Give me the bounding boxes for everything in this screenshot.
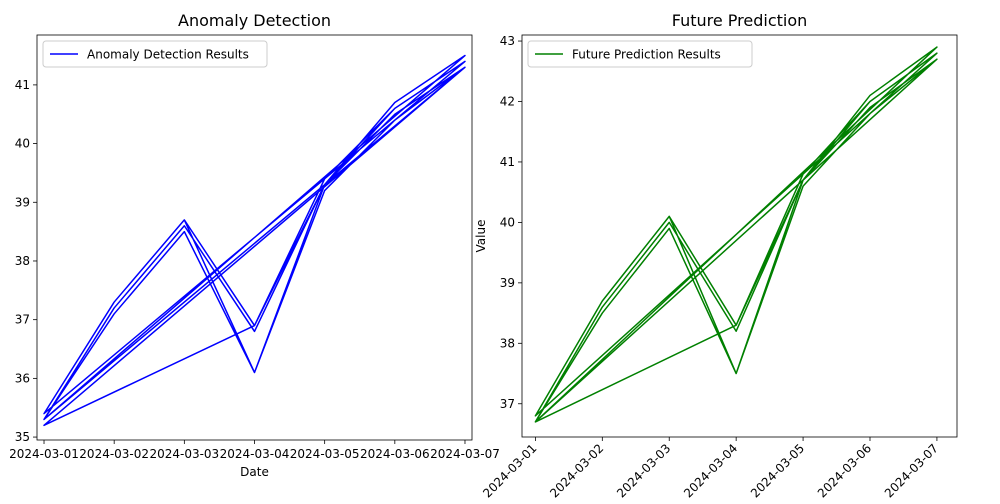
x-tick-label: 2024-03-02: [547, 441, 606, 500]
legend-label: Anomaly Detection Results: [87, 48, 249, 62]
legend-box: [42, 40, 268, 68]
x-tick-label: 2024-03-03: [614, 441, 673, 500]
legend: Future Prediction Results: [527, 40, 753, 68]
x-tick-label: 2024-03-03: [149, 447, 219, 461]
x-axis-label: Date: [240, 465, 269, 479]
y-tick-label: 41: [15, 78, 30, 92]
y-tick-label: 41: [500, 155, 515, 169]
x-tick-label: 2024-03-04: [220, 447, 290, 461]
y-tick-label: 37: [500, 397, 515, 411]
legend-label: Future Prediction Results: [572, 48, 721, 62]
y-tick-label: 38: [500, 336, 515, 350]
plot-frame: [521, 34, 958, 438]
x-tick-label: 2024-03-01: [9, 447, 79, 461]
y-tick-label: 35: [15, 430, 30, 444]
y-tick-label: 40: [500, 215, 515, 229]
chart-title: Anomaly Detection: [178, 11, 331, 30]
x-tick-label: 2024-03-04: [681, 441, 740, 500]
chart-title: Future Prediction: [672, 11, 808, 30]
y-tick-label: 38: [15, 254, 30, 268]
x-tick-label: 2024-03-02: [79, 447, 149, 461]
x-tick-label: 2024-03-06: [815, 441, 874, 500]
x-tick-label: 2024-03-05: [290, 447, 360, 461]
y-tick-label: 36: [15, 371, 30, 385]
x-tick-label: 2024-03-05: [748, 441, 807, 500]
y-tick-label: 42: [500, 94, 515, 108]
y-tick-label: 37: [15, 313, 30, 327]
series-line-1: [534, 46, 938, 423]
series-line-1: [43, 54, 466, 427]
y-tick-label: 39: [500, 276, 515, 290]
x-tick-label: 2024-03-06: [360, 447, 430, 461]
y-axis-label: Value: [474, 220, 488, 253]
y-tick-label: 43: [500, 34, 515, 48]
y-tick-label: 40: [15, 137, 30, 151]
x-tick-label: 2024-03-07: [430, 447, 500, 461]
x-tick-label: 2024-03-07: [882, 441, 941, 500]
legend-box: [527, 40, 753, 68]
y-tick-label: 39: [15, 195, 30, 209]
legend: Anomaly Detection Results: [42, 40, 268, 68]
